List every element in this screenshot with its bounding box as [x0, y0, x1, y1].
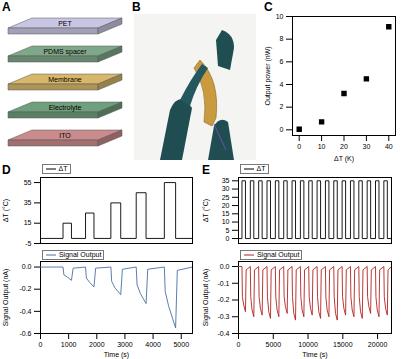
svg-text:15000: 15000	[333, 341, 353, 348]
html-text:D: D	[2, 163, 11, 177]
svg-text:40: 40	[385, 143, 393, 150]
svg-text:3000: 3000	[117, 341, 133, 348]
html-text:ΔT: ΔT	[57, 165, 68, 172]
html-text:A: A	[2, 0, 11, 14]
svg-text:PDMS spacer: PDMS spacer	[43, 48, 87, 56]
svg-text:-0.2: -0.2	[19, 285, 31, 292]
svg-text:30: 30	[362, 143, 370, 150]
svg-text:ΔT (°C): ΔT (°C)	[2, 199, 10, 222]
svg-text:35: 35	[222, 177, 230, 184]
svg-text:8: 8	[280, 35, 284, 42]
svg-text:5000: 5000	[173, 341, 189, 348]
svg-text:10: 10	[318, 143, 326, 150]
svg-text:Time (s): Time (s)	[104, 351, 129, 359]
svg-text:0: 0	[280, 126, 284, 133]
svg-text:0.0: 0.0	[220, 263, 230, 270]
html-text:ΔT: ΔT	[255, 165, 266, 172]
svg-text:20000: 20000	[368, 341, 388, 348]
svg-text:10: 10	[222, 218, 230, 225]
svg-text:Signal Output (nA): Signal Output (nA)	[2, 269, 10, 327]
svg-text:0: 0	[237, 341, 241, 348]
svg-text:-0.2: -0.2	[217, 296, 229, 303]
svg-text:55: 55	[24, 179, 32, 186]
svg-text:Membrane: Membrane	[48, 76, 82, 83]
svg-text:4: 4	[280, 81, 284, 88]
svg-text:1000: 1000	[61, 341, 77, 348]
svg-text:20: 20	[340, 143, 348, 150]
svg-text:Electrolyte: Electrolyte	[49, 104, 82, 112]
svg-text:15: 15	[24, 219, 32, 226]
svg-text:0: 0	[297, 143, 301, 150]
svg-text:5000: 5000	[265, 341, 281, 348]
svg-text:2: 2	[280, 103, 284, 110]
html-text:Signal Output: Signal Output	[57, 251, 102, 258]
html-text:E: E	[202, 163, 210, 177]
svg-text:-0.6: -0.6	[19, 330, 31, 337]
svg-text:0: 0	[226, 235, 230, 242]
svg-text:20: 20	[222, 202, 230, 209]
svg-text:0: 0	[39, 341, 43, 348]
svg-text:35: 35	[24, 199, 32, 206]
svg-text:Time (s): Time (s)	[302, 351, 327, 359]
svg-text:Signal Output (nA): Signal Output (nA)	[202, 269, 210, 327]
svg-text:ΔT (K): ΔT (K)	[334, 155, 354, 163]
svg-text:30: 30	[222, 185, 230, 192]
svg-text:15: 15	[222, 210, 230, 217]
svg-text:0.0: 0.0	[22, 263, 32, 270]
html-text:C: C	[264, 0, 273, 14]
svg-text:-0.4: -0.4	[19, 308, 31, 315]
svg-text:5: 5	[226, 227, 230, 234]
svg-text:25: 25	[222, 194, 230, 201]
svg-text:-0.1: -0.1	[217, 280, 229, 287]
svg-text:4000: 4000	[145, 341, 161, 348]
svg-text:-0.4: -0.4	[217, 330, 229, 337]
svg-text:2000: 2000	[89, 341, 105, 348]
svg-text:ΔT (°C): ΔT (°C)	[202, 199, 210, 222]
svg-text:PET: PET	[58, 20, 72, 27]
html-text:Signal Output: Signal Output	[255, 251, 300, 258]
svg-text:-0.3: -0.3	[217, 313, 229, 320]
html-text:B: B	[132, 0, 141, 14]
svg-text:-5: -5	[25, 240, 31, 247]
svg-text:6: 6	[280, 58, 284, 65]
svg-text:Output power (nW): Output power (nW)	[264, 46, 272, 105]
svg-text:10000: 10000	[298, 341, 318, 348]
svg-text:10: 10	[276, 13, 284, 20]
svg-text:ITO: ITO	[59, 132, 71, 139]
